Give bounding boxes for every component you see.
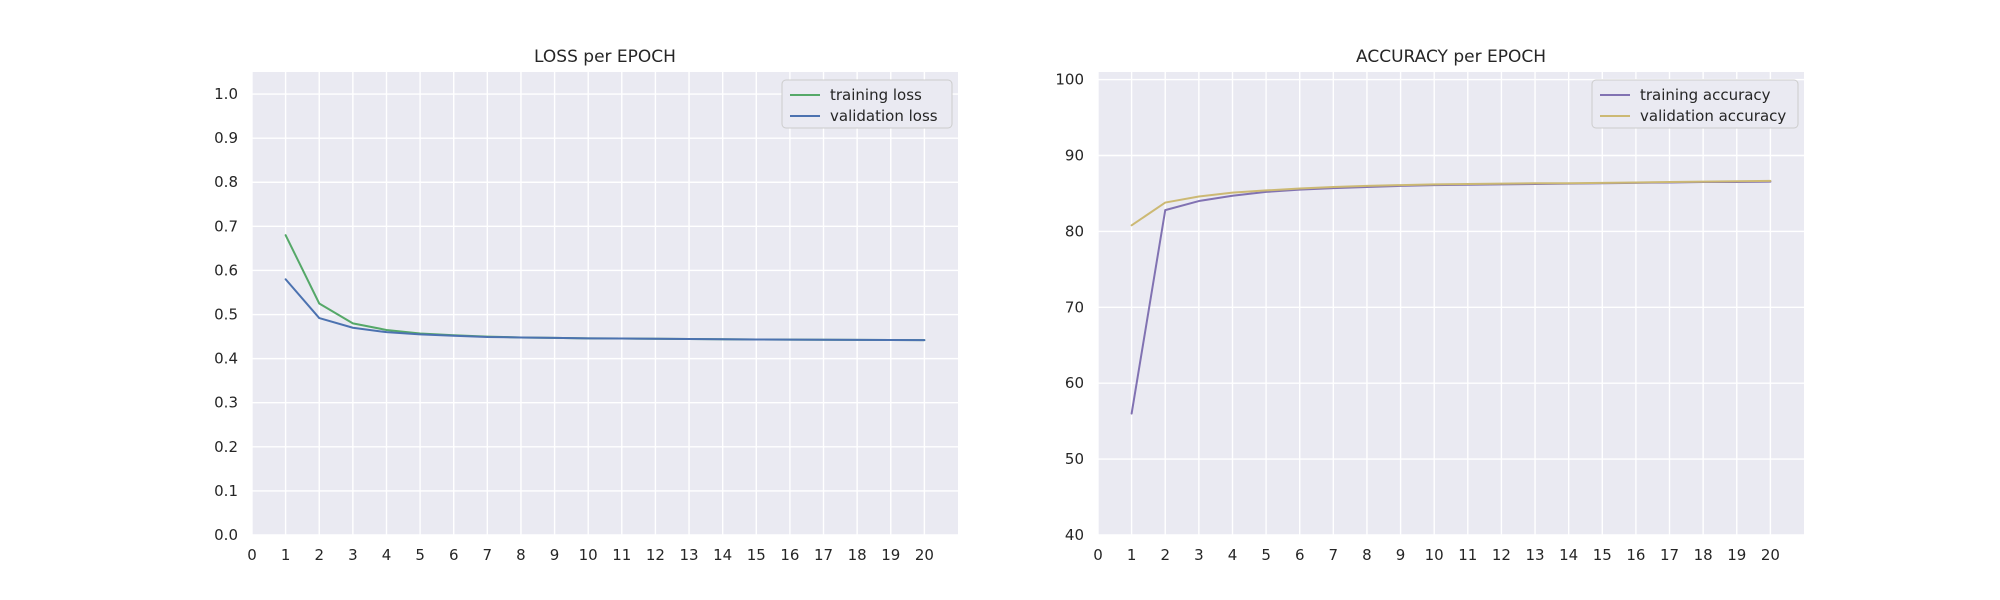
chart-title: LOSS per EPOCH xyxy=(534,47,676,67)
y-tick-label: 100 xyxy=(1055,71,1084,89)
x-tick-label: 2 xyxy=(314,546,324,564)
x-tick-label: 11 xyxy=(1458,546,1477,564)
x-tick-label: 2 xyxy=(1160,546,1170,564)
x-tick-label: 11 xyxy=(612,546,631,564)
y-tick-label: 0.9 xyxy=(214,129,238,147)
y-tick-label: 0.6 xyxy=(214,261,238,279)
x-tick-label: 9 xyxy=(550,546,560,564)
x-tick-label: 16 xyxy=(1626,546,1645,564)
y-tick-label: 80 xyxy=(1065,222,1084,240)
y-tick-label: 0.2 xyxy=(214,438,238,456)
legend-box xyxy=(781,79,953,129)
x-tick-label: 1 xyxy=(1127,546,1137,564)
x-tick-label: 17 xyxy=(814,546,833,564)
x-tick-label: 19 xyxy=(881,546,900,564)
x-tick-label: 1 xyxy=(281,546,291,564)
x-tick-label: 5 xyxy=(415,546,425,564)
x-tick-label: 0 xyxy=(247,546,257,564)
x-tick-label: 3 xyxy=(348,546,358,564)
x-tick-label: 15 xyxy=(747,546,766,564)
y-tick-label: 50 xyxy=(1065,450,1084,468)
x-tick-label: 8 xyxy=(1362,546,1372,564)
x-tick-label: 20 xyxy=(1761,546,1780,564)
x-tick-label: 13 xyxy=(680,546,699,564)
x-tick-label: 0 xyxy=(1093,546,1103,564)
x-tick-label: 17 xyxy=(1660,546,1679,564)
x-tick-label: 16 xyxy=(780,546,799,564)
plot-area xyxy=(1098,72,1804,535)
x-tick-label: 7 xyxy=(483,546,493,564)
x-tick-label: 14 xyxy=(1559,546,1578,564)
x-tick-label: 20 xyxy=(915,546,934,564)
accuracy-chart: 0 1 2 3 4 5 6 7 8 9 10 11 12 13 14 15 16 17 18 19 2040506070… xyxy=(1055,47,1804,564)
x-tick-label: 7 xyxy=(1329,546,1339,564)
x-tick-label: 6 xyxy=(449,546,459,564)
legend-label: training accuracy xyxy=(1640,86,1771,104)
legend-label: validation accuracy xyxy=(1640,107,1786,125)
x-tick-label: 4 xyxy=(1228,546,1238,564)
loss-chart: 0 1 2 3 4 5 6 7 8 9 10 11 12 13 14 15 16 17 18 19 200.00.10.… xyxy=(214,47,958,564)
accuracy-legend: training accuracy validation accuracy xyxy=(1591,79,1799,129)
loss-legend: training loss validation loss xyxy=(781,79,953,129)
y-tick-label: 0.7 xyxy=(214,217,238,235)
x-tick-label: 18 xyxy=(1694,546,1713,564)
y-tick-label: 40 xyxy=(1065,526,1084,544)
y-tick-label: 0.5 xyxy=(214,306,238,324)
x-tick-label: 15 xyxy=(1593,546,1612,564)
y-tick-label: 0.3 xyxy=(214,394,238,412)
x-tick-label: 10 xyxy=(1425,546,1444,564)
legend-label: training loss xyxy=(830,86,922,104)
plot-area xyxy=(252,72,958,535)
x-tick-label: 6 xyxy=(1295,546,1305,564)
x-tick-label: 10 xyxy=(579,546,598,564)
x-tick-label: 13 xyxy=(1526,546,1545,564)
x-tick-label: 12 xyxy=(1492,546,1511,564)
y-tick-label: 0.1 xyxy=(214,482,238,500)
y-tick-label: 60 xyxy=(1065,374,1084,392)
legend-box xyxy=(1591,79,1799,129)
x-tick-label: 4 xyxy=(382,546,392,564)
y-tick-label: 0.4 xyxy=(214,350,238,368)
x-tick-label: 19 xyxy=(1727,546,1746,564)
y-tick-label: 90 xyxy=(1065,146,1084,164)
y-tick-label: 0.8 xyxy=(214,173,238,191)
x-tick-label: 3 xyxy=(1194,546,1204,564)
chart-title: ACCURACY per EPOCH xyxy=(1356,47,1546,67)
x-tick-label: 12 xyxy=(646,546,665,564)
y-tick-label: 70 xyxy=(1065,298,1084,316)
x-tick-label: 9 xyxy=(1396,546,1406,564)
y-tick-label: 0.0 xyxy=(214,526,238,544)
legend-label: validation loss xyxy=(830,107,938,125)
series-line-validation-loss xyxy=(284,278,926,342)
y-tick-label: 1.0 xyxy=(214,85,238,103)
series-line-validation-accuracy xyxy=(1130,179,1772,227)
x-tick-label: 14 xyxy=(713,546,732,564)
x-tick-label: 5 xyxy=(1261,546,1271,564)
x-tick-label: 18 xyxy=(848,546,867,564)
x-tick-label: 8 xyxy=(516,546,526,564)
